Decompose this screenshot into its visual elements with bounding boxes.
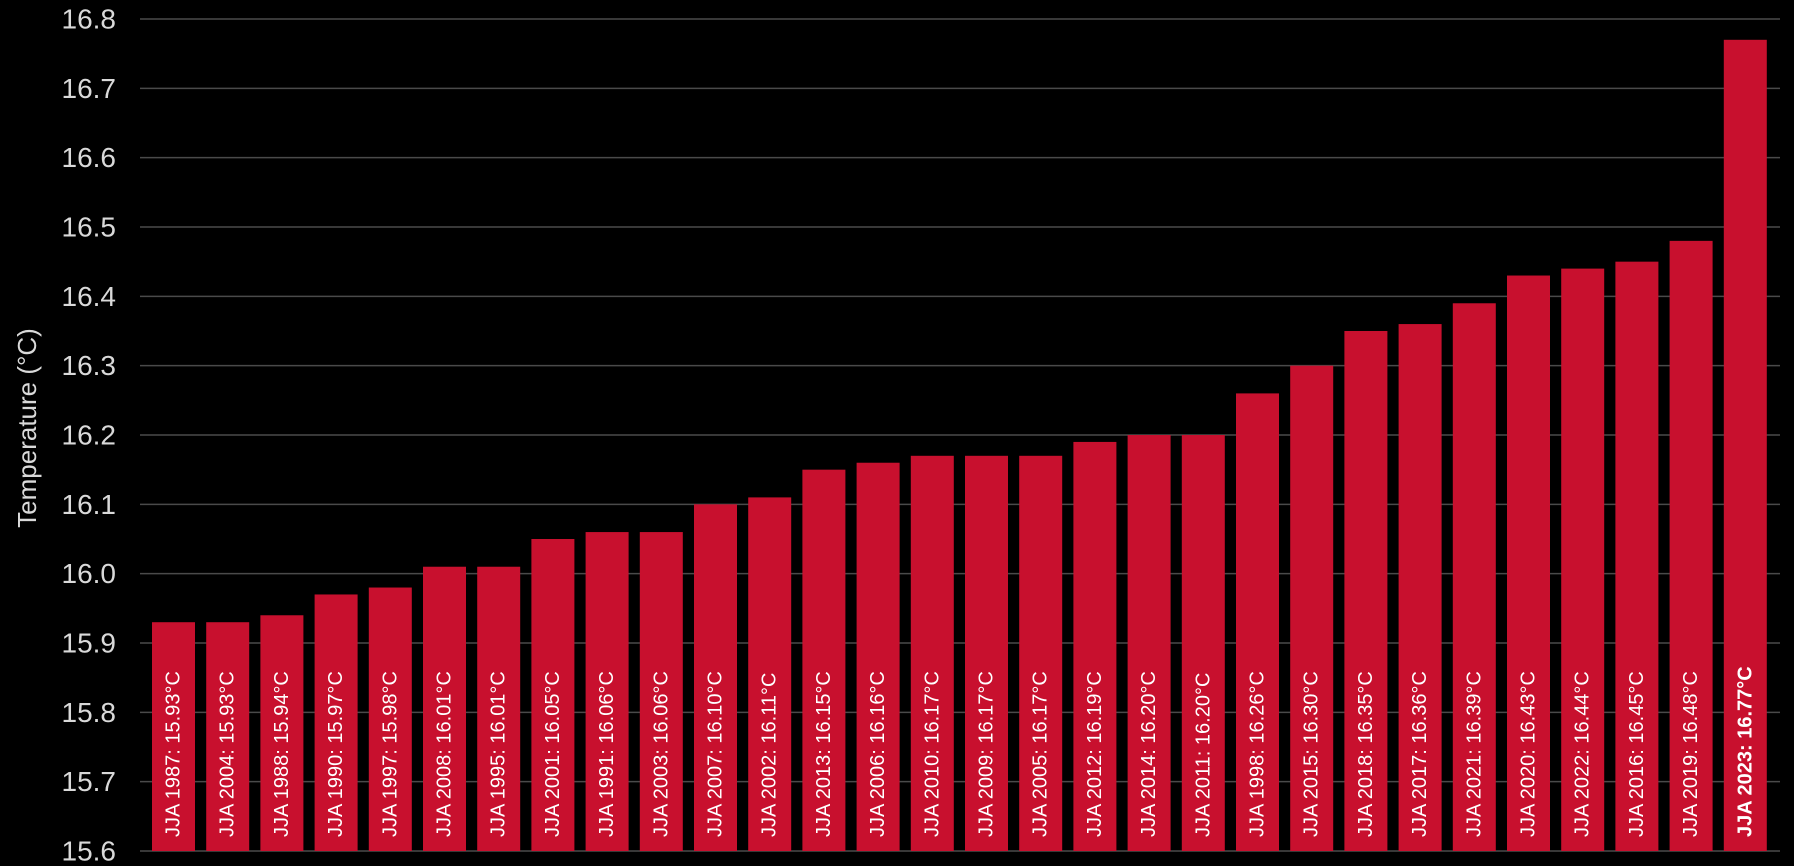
bar — [477, 566, 521, 851]
bar-value-label: JJA 2021: 16.39°C — [1463, 671, 1485, 837]
y-tick-label: 16.1 — [62, 489, 117, 520]
bar-value-label: JJA 1988: 15.94°C — [271, 671, 293, 837]
bars — [152, 39, 1767, 852]
bar — [531, 539, 575, 851]
bar-value-label: JJA 2012: 16.19°C — [1084, 671, 1106, 837]
bar-labels: JJA 1987: 15.93°C JJA 2004: 15.93°C JJA 19… — [163, 666, 1757, 837]
bar-value-label: JJA 1990: 15.97°C — [325, 671, 347, 837]
bar-value-label: JJA 2006: 16.16°C — [867, 671, 889, 837]
y-tick-label: 16.4 — [62, 281, 117, 312]
y-axis-label: Temperature (°C) — [12, 328, 42, 528]
bar — [965, 455, 1008, 851]
bar-value-label: JJA 2009: 16.17°C — [976, 671, 998, 837]
bar-value-label: JJA 2007: 16.10°C — [705, 671, 727, 837]
bar-value-label: JJA 2018: 16.35°C — [1355, 671, 1377, 837]
bar-value-label: JJA 2010: 16.17°C — [921, 671, 943, 837]
bar — [1290, 365, 1334, 851]
bar-value-label: JJA 2013: 16.15°C — [813, 671, 835, 837]
bar-value-label: JJA 2016: 16.45°C — [1626, 671, 1648, 837]
y-tick-label: 16.5 — [62, 212, 117, 243]
y-tick-label: 16.8 — [62, 4, 117, 35]
y-tick-label: 16.3 — [62, 350, 117, 381]
bar — [1398, 324, 1442, 852]
bar-value-label: JJA 2004: 15.93°C — [217, 671, 239, 837]
bar-value-label: JJA 1997: 15.98°C — [379, 671, 401, 837]
bar-value-label: JJA 2020: 16.43°C — [1518, 671, 1540, 837]
bar-value-label: JJA 2011: 16.20°C — [1192, 673, 1214, 837]
bar — [260, 615, 304, 851]
bar — [1507, 275, 1550, 851]
bar — [368, 587, 412, 851]
gridlines — [140, 18, 1780, 852]
y-tick-label: 16.0 — [62, 558, 117, 589]
bar — [1723, 39, 1767, 852]
bar — [639, 532, 683, 851]
bar — [856, 462, 900, 851]
bar-value-label: JJA 2022: 16.44°C — [1572, 671, 1594, 837]
bar — [748, 497, 792, 851]
bar — [1236, 393, 1279, 851]
bar — [1181, 435, 1225, 851]
y-tick-label: 15.6 — [62, 836, 117, 866]
y-tick-label: 16.7 — [62, 73, 117, 104]
bar — [1127, 435, 1171, 851]
y-tick-label: 16.6 — [62, 142, 117, 173]
bar-value-label: JJA 2017: 16.36°C — [1409, 671, 1431, 837]
bar-value-label: JJA 1991: 16.06°C — [596, 671, 618, 837]
bar-value-label: JJA 2023: 16.77°C — [1734, 666, 1756, 837]
bar — [206, 622, 250, 851]
y-tick-label: 16.2 — [62, 420, 117, 451]
bar-value-label: JJA 1998: 16.26°C — [1247, 671, 1269, 837]
bar — [1452, 303, 1496, 851]
y-tick-label: 15.7 — [62, 766, 117, 797]
bar-value-label: JJA 1995: 16.01°C — [488, 671, 510, 837]
bar — [1669, 240, 1713, 851]
bar — [1344, 331, 1388, 851]
bar-value-label: JJA 2014: 16.20°C — [1138, 671, 1160, 837]
y-axis-ticks: 15.6 15.7 15.8 15.9 16.0 16.1 16.2 16.3 16.4 16.5… — [62, 4, 117, 866]
bar-value-label: JJA 2003: 16.06°C — [650, 671, 672, 837]
bar — [314, 594, 358, 851]
bar — [152, 622, 195, 851]
bar — [694, 504, 737, 851]
bar — [1561, 268, 1605, 852]
bar — [585, 532, 629, 851]
bar-value-label: JJA 2005: 16.17°C — [1030, 671, 1052, 837]
bar-value-label: JJA 2019: 16.48°C — [1680, 671, 1702, 837]
bar-value-label: JJA 2008: 16.01°C — [434, 671, 456, 837]
bar — [802, 469, 846, 851]
bar-value-label: JJA 2001: 16.05°C — [542, 671, 564, 837]
bar — [1019, 455, 1063, 851]
bar — [1073, 441, 1117, 851]
bar-value-label: JJA 2015: 16.30°C — [1301, 671, 1323, 837]
y-tick-label: 15.8 — [62, 697, 117, 728]
bar-value-label: JJA 2002: 16.11°C — [759, 673, 781, 837]
y-tick-label: 15.9 — [62, 628, 117, 659]
bar-value-label: JJA 1987: 15.93°C — [163, 671, 185, 837]
bar — [1615, 261, 1659, 852]
bar — [910, 455, 954, 851]
bar — [423, 566, 466, 851]
